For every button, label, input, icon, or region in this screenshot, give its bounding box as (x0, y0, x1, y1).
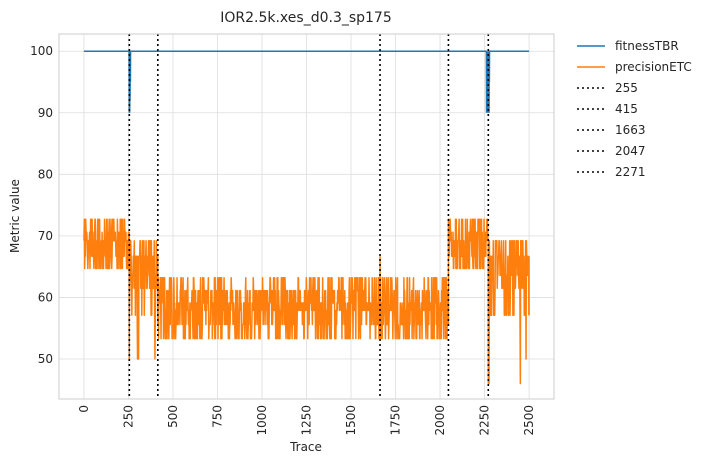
y-tick-label: 60 (38, 290, 53, 304)
x-tick-label: 1500 (344, 405, 358, 436)
legend-label: 2047 (615, 144, 646, 158)
series-line-precisionETC (83, 218, 530, 385)
plot-area (83, 34, 530, 399)
legend-label: 415 (615, 102, 638, 116)
y-tick-label: 80 (38, 167, 53, 181)
x-tick-label: 750 (210, 405, 224, 428)
y-axis-label: Metric value (8, 179, 22, 253)
legend-label: 255 (615, 81, 638, 95)
legend-vline-255: 255 (577, 81, 638, 95)
y-tick-label: 90 (38, 106, 53, 120)
legend-label: 2271 (615, 165, 646, 179)
x-tick-label: 250 (121, 405, 135, 428)
legend-vline-1663: 1663 (577, 123, 646, 137)
x-tick-label: 0 (77, 405, 91, 413)
x-tick-label: 1750 (389, 405, 403, 436)
x-tick-label: 500 (166, 405, 180, 428)
legend-label: precisionETC (615, 60, 692, 74)
chart-title: IOR2.5k.xes_d0.3_sp175 (220, 10, 392, 26)
legend-label: 1663 (615, 123, 646, 137)
y-tick-label: 100 (30, 44, 53, 58)
legend-vline-2271: 2271 (577, 165, 646, 179)
grid (59, 34, 554, 399)
legend-vline-2047: 2047 (577, 144, 646, 158)
y-tick-label: 50 (38, 352, 53, 366)
legend-precisionETC: precisionETC (577, 60, 692, 74)
x-tick-label: 1000 (255, 405, 269, 436)
legend-label: fitnessTBR (615, 39, 679, 53)
y-tick-label: 70 (38, 229, 53, 243)
x-tick-label: 2250 (478, 405, 492, 436)
legend: fitnessTBR precisionETC 255 415 1663 2047 2271 (577, 39, 692, 179)
x-axis-label: Trace (289, 440, 322, 454)
plot-frame (58, 33, 555, 400)
legend-fitnessTBR: fitnessTBR (577, 39, 679, 53)
legend-vline-415: 415 (577, 102, 638, 116)
x-tick-label: 2500 (522, 405, 536, 436)
x-tick-label: 1250 (300, 405, 314, 436)
x-tick-label: 2000 (433, 405, 447, 436)
ticks: 0 250 500 750 1000 1250 1500 1750 2000 2250 2500 50… (30, 44, 536, 435)
